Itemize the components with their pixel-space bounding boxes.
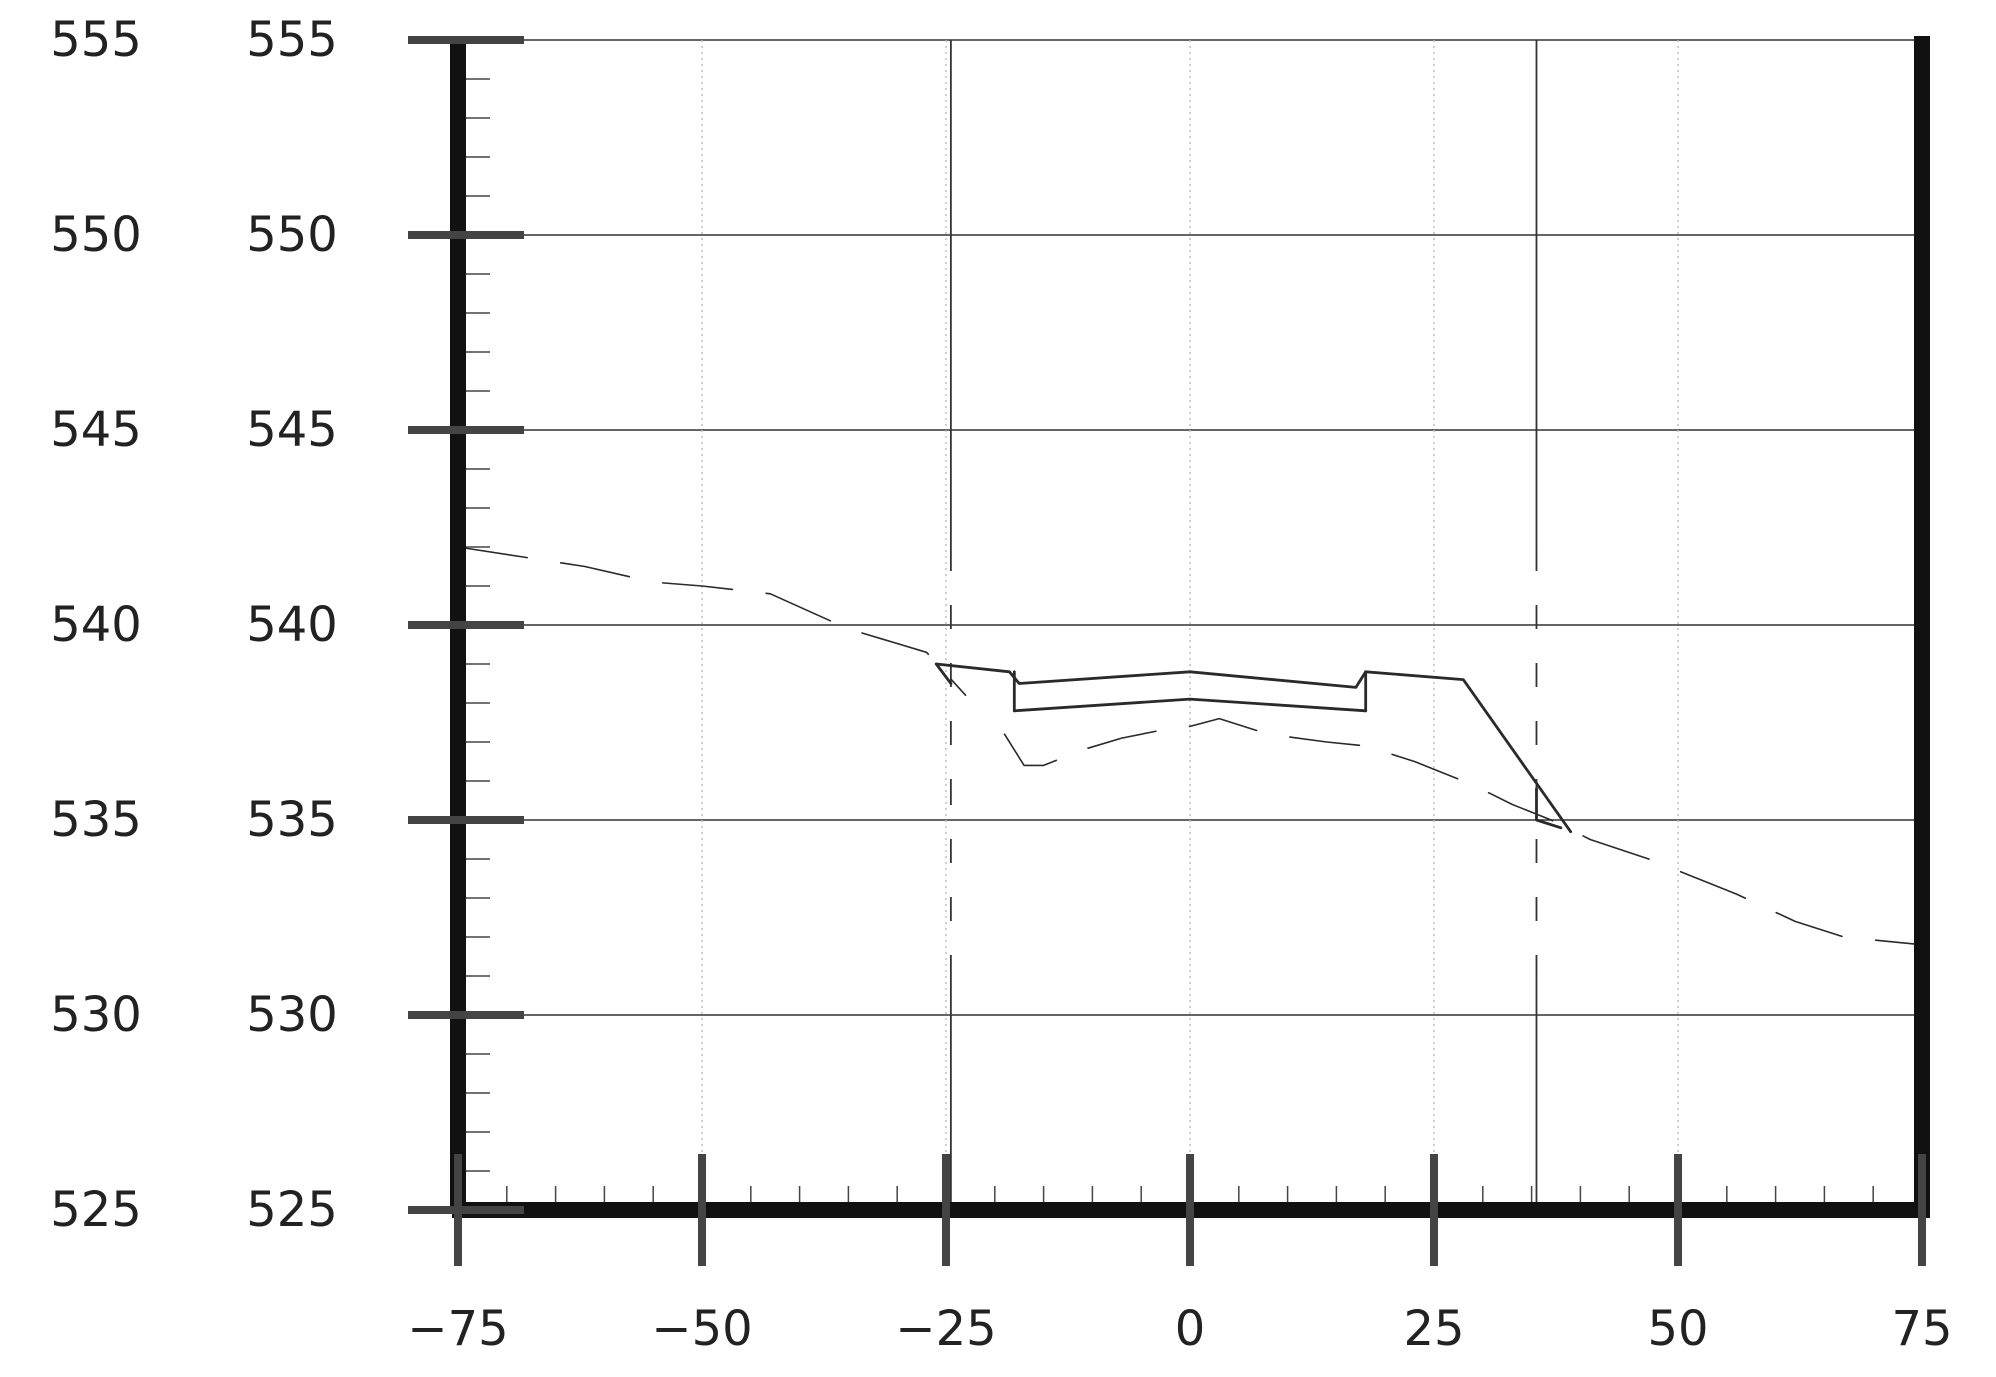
major-tick-y	[408, 621, 524, 629]
major-tick-y	[408, 426, 524, 434]
series-group	[457, 546, 1923, 946]
major-tick-y	[408, 231, 524, 239]
x-tick-label: 50	[1647, 1301, 1708, 1357]
major-tick-y	[408, 36, 524, 44]
y-tick-label: 550	[246, 207, 338, 263]
major-tick-y	[408, 1011, 524, 1019]
series-line-dashed	[457, 546, 967, 697]
y-tick-label: 525	[246, 1182, 338, 1238]
x-tick-label: −75	[407, 1301, 508, 1357]
series-line-solid	[934, 662, 1573, 834]
x-tick-label: −50	[651, 1301, 752, 1357]
y-tick-label-outer: 550	[50, 207, 142, 263]
major-tick-x	[1674, 1154, 1682, 1266]
series-line-solid	[1012, 697, 1368, 713]
major-tick-x	[1186, 1154, 1194, 1266]
major-tick-x	[942, 1154, 950, 1266]
major-tick-y	[408, 816, 524, 824]
x-tick-label: 75	[1891, 1301, 1952, 1357]
y-tick-label: 535	[246, 792, 338, 848]
y-tick-label-outer: 525	[50, 1182, 142, 1238]
series-line-solid	[1535, 787, 1563, 830]
reference-lines	[949, 40, 1538, 1210]
x-tick-label: 0	[1175, 1301, 1206, 1357]
series-line-solid	[934, 662, 953, 685]
axes	[408, 36, 1930, 1266]
tick-labels: 525 525 530 530 535 535 540 540 545 545 550 550 555 5…	[50, 12, 1952, 1357]
y-tick-label: 555	[246, 12, 338, 68]
y-tick-label: 530	[246, 987, 338, 1043]
major-tick-x	[454, 1154, 462, 1266]
major-tick-y	[408, 1206, 524, 1214]
y-tick-label-outer: 540	[50, 597, 142, 653]
x-tick-label: −25	[895, 1301, 996, 1357]
y-tick-label: 545	[246, 402, 338, 458]
y-tick-label-outer: 555	[50, 12, 142, 68]
major-tick-x	[1918, 1154, 1926, 1266]
major-tick-x	[698, 1154, 706, 1266]
grid	[458, 39, 1922, 1210]
y-tick-label-outer: 545	[50, 402, 142, 458]
y-tick-label: 540	[246, 597, 338, 653]
x-tick-label: 25	[1403, 1301, 1464, 1357]
series-line-dashed	[1003, 717, 1923, 946]
y-tick-label-outer: 530	[50, 987, 142, 1043]
minor-ticks	[458, 78, 1874, 1210]
y-tick-label-outer: 535	[50, 792, 142, 848]
major-tick-x	[1430, 1154, 1438, 1266]
